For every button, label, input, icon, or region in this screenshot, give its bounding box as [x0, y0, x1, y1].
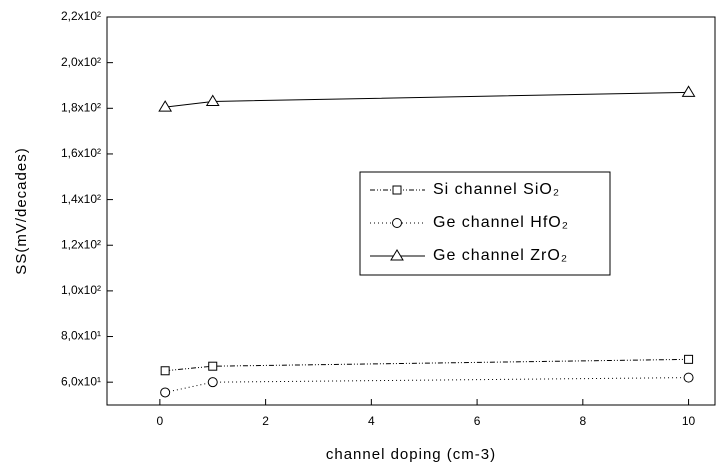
y-axis-label: SS(mV/decades) [13, 147, 30, 274]
marker-circle [683, 372, 694, 383]
y-tick-label: 2,0x10² [61, 55, 101, 69]
marker-triangle [205, 94, 220, 106]
marker-circle [392, 218, 402, 228]
x-tick-label: 6 [474, 414, 481, 428]
marker-triangle [158, 100, 173, 112]
y-tick-label: 6,0x10¹ [61, 374, 101, 388]
marker-triangle [681, 85, 696, 97]
x-tick-label: 2 [262, 414, 269, 428]
y-tick-label: 2,2x10² [61, 9, 101, 23]
marker-square [208, 361, 218, 371]
marker-square [392, 185, 402, 195]
series-line [165, 91, 689, 108]
legend-label: Ge channel ZrO₂ [433, 247, 568, 264]
marker-triangle [390, 249, 404, 261]
series-line [165, 377, 689, 393]
x-axis-label: channel doping (cm-3) [326, 446, 496, 463]
marker-square [684, 354, 694, 364]
x-tick-label: 4 [368, 414, 375, 428]
y-tick-label: 1,6x10² [61, 146, 101, 160]
legend-label: Si channel SiO₂ [433, 181, 560, 198]
y-tick-label: 1,4x10² [61, 192, 101, 206]
series-line [165, 358, 689, 372]
marker-circle [207, 377, 218, 388]
y-tick-label: 1,8x10² [61, 100, 101, 114]
x-tick-label: 8 [579, 414, 586, 428]
marker-square [160, 366, 170, 376]
x-tick-label: 10 [682, 414, 696, 428]
y-tick-label: 1,2x10² [61, 237, 101, 251]
plot-frame [106, 16, 716, 406]
y-tick-label: 8,0x10¹ [61, 329, 101, 343]
legend-label: Ge channel HfO₂ [433, 214, 569, 231]
y-tick-label: 1,0x10² [61, 283, 101, 297]
marker-circle [160, 387, 171, 398]
x-tick-label: 0 [157, 414, 164, 428]
